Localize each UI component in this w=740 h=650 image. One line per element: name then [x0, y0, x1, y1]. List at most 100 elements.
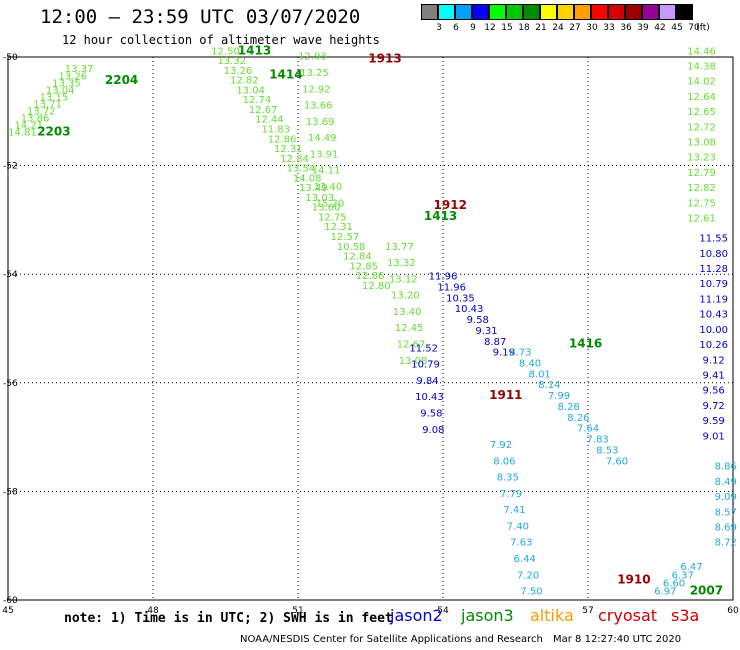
latitude-tick-label: -60	[3, 596, 18, 606]
longitude-tick-label: 54	[437, 606, 449, 616]
wave-height-value: 14.46	[687, 46, 716, 57]
wave-height-value: 7.40	[507, 521, 529, 532]
latitude-tick-label: -58	[3, 487, 18, 497]
latitude-tick-label: -52	[3, 162, 18, 172]
wave-height-value: 13.08	[687, 138, 716, 149]
wave-height-value: 11.96	[429, 272, 458, 283]
wave-height-value: 8.73	[509, 348, 531, 359]
wave-height-value: 13.35	[52, 78, 81, 89]
pass-number-label: 1913	[368, 51, 401, 65]
pass-number-label: 2204	[105, 73, 138, 87]
wave-height-value: 8.40	[519, 359, 541, 370]
wave-height-value: 14.02	[687, 77, 716, 88]
satellite-label-s3a: s3a	[671, 606, 700, 625]
wave-height-value: 12.86	[356, 271, 385, 282]
legend-swatch	[557, 4, 574, 20]
wave-height-value: 13.12	[389, 274, 418, 285]
wave-height-value: 13.26	[224, 66, 253, 77]
wave-height-value: 9.12	[703, 355, 725, 366]
wave-height-value: 13.23	[687, 153, 716, 164]
legend-swatch	[676, 4, 693, 20]
latitude-tick-label: -54	[3, 270, 18, 280]
wave-height-value: 13.40	[393, 307, 422, 318]
latitude-tick-label: -56	[3, 379, 18, 389]
wave-height-value: 11.19	[699, 294, 728, 305]
wave-height-value: 9.58	[467, 315, 489, 326]
wave-height-value: 13.91	[310, 149, 339, 160]
wave-height-value: 12.31	[274, 144, 303, 155]
longitude-tick-label: 57	[582, 606, 593, 616]
legend-label: 33	[603, 23, 615, 33]
pass-number-label: 1413	[238, 43, 271, 57]
wave-height-value: 10.00	[699, 325, 728, 336]
legend-swatch	[659, 4, 676, 20]
wave-height-value: 9.01	[703, 431, 725, 442]
wave-height-value: 9.58	[420, 408, 442, 419]
legend-swatch	[506, 4, 523, 20]
wave-height-value: 12.84	[280, 154, 309, 165]
wave-height-value: 12.50	[211, 46, 240, 57]
wave-height-value: 7.50	[520, 587, 542, 598]
legend-label: 39	[637, 23, 649, 33]
wave-height-value: 12.75	[318, 212, 347, 223]
wave-height-value: 12.92	[302, 84, 331, 95]
wave-height-value: 7.60	[606, 456, 628, 467]
wave-height-value: 8.26	[567, 413, 589, 424]
wave-height-value: 12.67	[397, 340, 426, 351]
legend-label: 12	[484, 23, 496, 33]
legend-label: 70	[688, 23, 700, 33]
wave-height-value: 15.20	[316, 198, 345, 209]
wave-height-value: 10.43	[415, 392, 444, 403]
legend-label: 27	[569, 23, 581, 33]
wave-height-value: 13.86	[21, 114, 50, 125]
wave-height-value: 11.96	[437, 282, 466, 293]
wave-height-value: 7.41	[503, 505, 525, 516]
wave-height-value: 6.44	[514, 554, 536, 565]
wave-height-value: 8.87	[484, 337, 506, 348]
wave-height-value: 7.20	[517, 570, 539, 581]
wave-height-value: 13.69	[306, 117, 335, 128]
wave-height-value: 12.75	[687, 198, 716, 209]
wave-height-value: 8.49	[715, 477, 737, 488]
wave-height-value: 13.49	[299, 183, 328, 194]
wave-height-value: 13.08	[399, 356, 428, 367]
wave-height-value: 12.79	[687, 168, 716, 179]
wave-height-value: 13.66	[304, 101, 333, 112]
wave-height-value: 13.37	[65, 64, 94, 75]
wave-height-value: 12.72	[687, 122, 716, 133]
satellite-label-cryosat: cryosat	[598, 606, 658, 625]
legend-label: 45	[671, 23, 683, 33]
wave-height-value: 14.49	[308, 133, 337, 144]
longitude-tick-label: 51	[292, 606, 303, 616]
longitude-tick-label: 45	[2, 606, 13, 616]
wave-height-value: 8.53	[596, 445, 618, 456]
latitude-tick-label: -50	[3, 53, 18, 63]
wave-height-value: 12.85	[349, 261, 378, 272]
wave-height-value: 13.32	[217, 56, 246, 67]
legend-label: 42	[654, 23, 666, 33]
wave-height-value: 13.71	[33, 99, 62, 110]
wave-height-value: 10.79	[411, 360, 440, 371]
wave-height-value: 12.61	[687, 214, 716, 225]
wave-height-value: 8.86	[715, 462, 737, 473]
wave-height-value: 8.28	[558, 402, 580, 413]
wave-height-value: 8.14	[538, 380, 560, 391]
map-frame	[7, 56, 734, 601]
wave-height-value: 9.72	[703, 401, 725, 412]
pass-number-label: 1416	[569, 337, 602, 351]
satellite-label-jason2: jason2	[390, 606, 443, 625]
wave-height-value: 6.47	[680, 562, 702, 573]
legend-label: 21	[535, 23, 547, 33]
legend-swatch	[591, 4, 608, 20]
wave-height-value: 10.43	[699, 310, 728, 321]
wave-height-value: 13.26	[58, 71, 87, 82]
wave-height-value: 13.20	[391, 291, 420, 302]
satellite-label-altika: altika	[530, 606, 574, 625]
wave-height-value: 8.01	[529, 369, 551, 380]
wave-height-value: 12.93	[298, 52, 327, 63]
wave-height-value: 13.72	[27, 107, 56, 118]
wave-height-value: 14.38	[687, 61, 716, 72]
wave-height-value: 11.28	[699, 264, 728, 275]
wave-height-value: 12.31	[324, 222, 353, 233]
legend-swatch	[540, 4, 557, 20]
